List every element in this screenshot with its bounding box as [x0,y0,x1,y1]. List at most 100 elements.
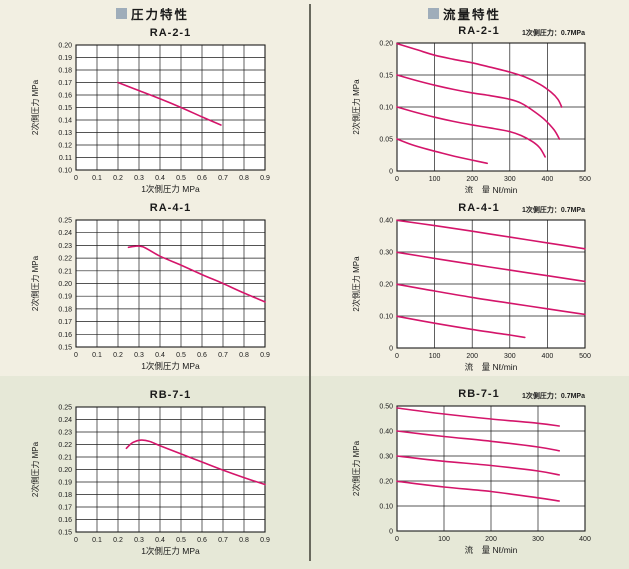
y-tick-label: 0.50 [379,404,393,411]
y-tick-label: 0.18 [58,68,72,75]
y-axis-title: 2次側圧力 MPa [351,256,361,312]
chart-title: RB-7-1 [150,389,191,401]
x-tick-label: 0 [74,175,78,182]
chart-title: RA-2-1 [458,25,499,37]
flow-RA-4-1-svg: 0 100 200 300 400 500 0 0.10 0.20 0.30 0.40 RA-4-1 1… [351,202,591,372]
x-tick-label: 0.6 [197,352,207,359]
flow-RB-7-1-series-3 [396,455,560,476]
flow-RA-4-1-series-1 [396,219,586,250]
y-tick-label: 0.20 [379,282,393,289]
pressure-RA-2-1-series-1 [117,81,222,126]
y-tick-label: 0.23 [58,430,72,437]
plot-border [75,44,266,171]
x-tick-label: 0.7 [218,352,228,359]
chart-annotation: 1次側圧力：0.7MPa [522,205,585,214]
x-axis-title: 流 量 Nℓ/min [465,545,518,555]
y-tick-label: 0.21 [58,455,72,462]
x-tick-label: 300 [504,176,516,183]
y-tick-label: 0.17 [58,319,72,326]
x-tick-label: 0.4 [155,537,165,544]
chart-title: RA-4-1 [150,202,191,214]
x-tick-label: 100 [429,176,441,183]
chart-flow-ra-4-1: 0 100 200 300 400 500 0 0.10 0.20 0.30 0.40 RA-4-1 1… [316,193,621,378]
x-tick-label: 0.3 [134,175,144,182]
y-tick-label: 0.11 [59,155,72,162]
y-axis-title: 2次側圧力 MPa [30,441,40,497]
x-axis-title: 1次側圧力 MPa [141,184,200,193]
y-axis-title: 2次側圧力 MPa [351,79,361,135]
y-tick-label: 0.23 [58,243,72,250]
x-tick-label: 0.7 [218,537,228,544]
x-tick-label: 0.8 [239,352,249,359]
y-tick-label: 0.16 [58,332,72,339]
x-tick-label: 0.9 [260,537,270,544]
y-tick-label: 0.05 [379,137,393,144]
plot-border [396,405,586,532]
flow-RA-4-1-series-3 [396,283,586,316]
pressure-RB-7-1-svg: 0 0.1 0.2 0.3 0.4 0.5 0.6 0.7 0.8 0.9 0.15 0.16 0.17… [30,389,270,556]
pressure-RA-4-1-svg: 0 0.1 0.2 0.3 0.4 0.5 0.6 0.7 0.8 0.9 0.15 0.16 0.17… [30,202,270,371]
pressure-RB-7-1-series-1 [125,439,266,486]
flow-RA-4-1-series-2 [396,251,586,283]
y-tick-label: 0.24 [58,417,72,424]
flow-section-header: 流量特性 [428,4,501,23]
x-tick-label: 0.2 [113,175,123,182]
y-tick-label: 0.17 [58,80,72,87]
y-tick-label: 0 [389,346,393,353]
flow-RB-7-1-series-1 [396,407,560,427]
y-tick-label: 0.15 [58,530,72,537]
y-tick-label: 0.30 [379,250,393,257]
x-tick-label: 0 [74,352,78,359]
x-tick-label: 300 [532,536,544,543]
y-tick-label: 0.22 [58,442,72,449]
y-tick-label: 0.10 [379,504,393,511]
flow-RA-2-1-series-4 [396,138,488,165]
y-tick-label: 0.10 [58,168,72,175]
chart-title: RA-2-1 [150,27,191,39]
y-tick-label: 0.16 [58,93,72,100]
x-tick-label: 0.2 [113,352,123,359]
x-tick-label: 0 [395,353,399,360]
flow-RA-4-1-series-4 [396,315,526,339]
flow-RB-7-1-series-4 [396,480,560,502]
chart-annotation: 1次側圧力：0.7MPa [522,28,585,37]
y-axis-title: 2次側圧力 MPa [30,79,40,135]
x-tick-label: 200 [466,176,478,183]
x-tick-label: 200 [485,536,497,543]
x-tick-label: 0 [395,536,399,543]
y-tick-label: 0.17 [58,505,72,512]
y-tick-label: 0 [389,169,393,176]
flow-RB-7-1-svg: 0 100 200 300 400 0 0.10 0.20 0.30 0.40 0.50 RB-7-1… [351,388,591,555]
flow-RA-2-1-svg: 0 100 200 300 400 500 0 0.05 0.10 0.15 0.20 RA-2-1 1… [351,25,591,195]
x-tick-label: 200 [466,353,478,360]
y-tick-label: 0.20 [58,281,72,288]
x-tick-label: 400 [542,353,554,360]
plot-border [75,406,266,533]
y-axis-title: 2次側圧力 MPa [30,255,40,311]
x-tick-label: 0 [74,537,78,544]
flow-RA-2-1-series-2 [396,74,561,140]
x-tick-label: 400 [542,176,554,183]
x-tick-label: 0.1 [92,175,102,182]
chart-pressure-rb-7-1: 0 0.1 0.2 0.3 0.4 0.5 0.6 0.7 0.8 0.9 0.15 0.16 0.17… [10,380,305,567]
pressure-section-label: 圧力特性 [131,8,190,22]
x-tick-label: 0.9 [260,352,270,359]
y-tick-label: 0.19 [58,480,72,487]
y-tick-label: 0.15 [58,345,72,352]
x-tick-label: 500 [579,353,591,360]
x-tick-label: 0.8 [239,537,249,544]
chart-annotation: 1次側圧力：0.7MPa [522,391,585,400]
y-tick-label: 0.24 [58,230,72,237]
y-tick-label: 0.40 [379,218,393,225]
chart-title: RB-7-1 [458,388,499,400]
y-tick-label: 0.14 [58,118,72,125]
x-tick-label: 0.1 [92,537,102,544]
y-axis-title: 2次側圧力 MPa [351,440,361,496]
x-axis-title: 流 量 Nℓ/min [465,185,518,193]
x-tick-label: 0.5 [176,537,186,544]
x-tick-label: 0.6 [197,175,207,182]
section-marker-icon [428,8,439,19]
x-axis-title: 1次側圧力 MPa [141,361,200,371]
x-tick-label: 0.4 [155,352,165,359]
